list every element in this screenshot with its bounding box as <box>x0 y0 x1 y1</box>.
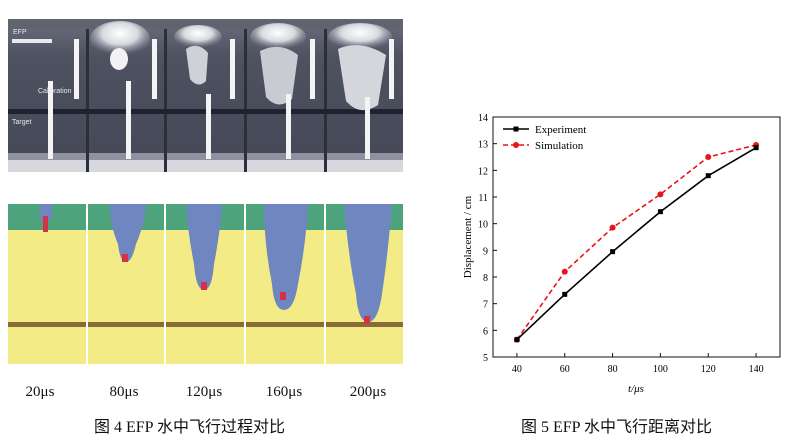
y-tick-label: 14 <box>478 113 488 124</box>
simulation-frame-3 <box>186 204 222 290</box>
y-tick-label: 8 <box>483 273 488 284</box>
photo-frame-3 <box>174 25 235 159</box>
experiment-legend-label: Experiment <box>535 124 586 136</box>
time-label-20: 20μs <box>25 384 55 400</box>
y-tick-label: 7 <box>483 300 488 311</box>
experiment-series-line <box>516 147 757 341</box>
simulation-frame-2 <box>110 204 146 262</box>
experiment-point <box>562 291 568 297</box>
simulation-strip-drawing <box>8 204 403 364</box>
photo-strip-drawing: EFP Calibration Target <box>8 19 403 172</box>
photo-frame-1 <box>12 39 79 159</box>
time-label-120: 120μs <box>185 384 223 400</box>
y-tick-label: 6 <box>483 326 488 337</box>
experiment-photo-strip: EFP Calibration Target <box>8 19 403 172</box>
simulation-strip <box>8 204 403 364</box>
time-label-160: 160μs <box>265 384 303 400</box>
displacement-chart: 5 6 7 8 9 10 11 12 13 14 40 60 80 100 120 140 Experime… <box>462 113 781 395</box>
photo-frame-2 <box>90 21 157 159</box>
experiment-legend-marker <box>513 126 519 132</box>
experiment-point <box>657 209 663 215</box>
y-tick-label: 10 <box>478 220 488 231</box>
figure5-caption: 图 5 EFP 水中飞行距离对比 <box>521 419 712 436</box>
experiment-point <box>705 173 711 179</box>
efp-label: EFP <box>13 29 27 36</box>
figure4-caption: 图 4 EFP 水中飞行过程对比 <box>94 419 285 436</box>
target-label: Target <box>12 119 32 126</box>
time-label-80: 80μs <box>109 384 139 400</box>
x-tick-label: 60 <box>560 364 570 375</box>
simulation-point <box>561 268 568 275</box>
simulation-point <box>657 191 664 198</box>
experiment-point <box>514 337 520 343</box>
simulation-legend-label: Simulation <box>535 140 584 152</box>
simulation-point <box>609 224 616 231</box>
x-tick-label: 40 <box>512 364 522 375</box>
experiment-point <box>753 145 759 151</box>
time-label-200: 200μs <box>349 384 387 400</box>
y-tick-label: 13 <box>478 140 488 151</box>
simulation-frame-5 <box>344 204 392 324</box>
y-tick-label: 9 <box>483 246 488 257</box>
x-axis-label: t/μs <box>628 383 644 395</box>
y-tick-label: 11 <box>478 193 488 204</box>
x-tick-label: 100 <box>653 364 668 375</box>
x-tick-label: 120 <box>701 364 716 375</box>
simulation-frame-1 <box>40 204 52 232</box>
calibration-label: Calibration <box>38 88 72 95</box>
photo-frame-5 <box>328 23 394 159</box>
simulation-frame-4 <box>264 204 308 310</box>
x-tick-label: 80 <box>608 364 618 375</box>
x-tick-label: 140 <box>749 364 764 375</box>
simulation-point <box>705 154 712 160</box>
experiment-point <box>610 249 616 255</box>
photo-frame-4 <box>250 23 315 159</box>
y-axis-label: Displacement / cm <box>462 195 474 278</box>
simulation-series-line <box>516 144 757 341</box>
y-tick-label: 12 <box>478 166 488 177</box>
y-tick-label: 5 <box>483 353 488 364</box>
plot-frame <box>492 116 781 358</box>
simulation-legend-marker <box>513 142 519 148</box>
